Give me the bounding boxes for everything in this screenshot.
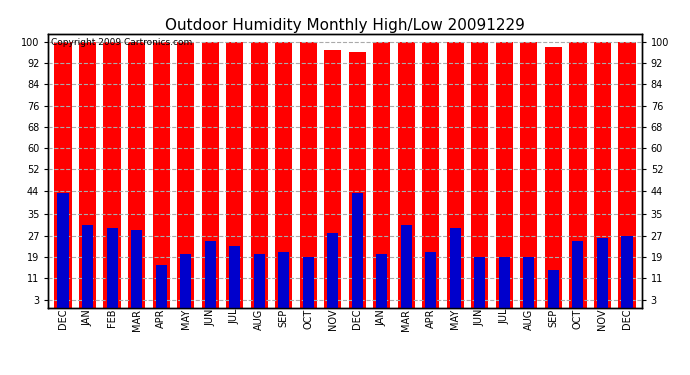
Bar: [422, 42, 440, 308]
Bar: [425, 252, 436, 308]
Bar: [229, 246, 240, 308]
Bar: [622, 236, 633, 308]
Bar: [573, 241, 584, 308]
Bar: [618, 42, 635, 308]
Bar: [201, 42, 219, 308]
Bar: [106, 228, 117, 308]
Bar: [373, 42, 391, 308]
Bar: [446, 42, 464, 308]
Bar: [131, 230, 142, 308]
Bar: [82, 225, 93, 308]
Bar: [278, 252, 289, 308]
Bar: [545, 47, 562, 308]
Bar: [471, 42, 489, 308]
Bar: [104, 42, 121, 308]
Bar: [352, 193, 363, 308]
Bar: [177, 42, 194, 308]
Bar: [226, 42, 244, 308]
Bar: [57, 193, 68, 308]
Bar: [520, 42, 538, 308]
Bar: [499, 257, 510, 307]
Bar: [569, 42, 586, 308]
Bar: [597, 238, 608, 308]
Bar: [128, 42, 145, 308]
Bar: [450, 228, 461, 308]
Bar: [496, 42, 513, 308]
Bar: [397, 42, 415, 308]
Bar: [594, 42, 611, 308]
Bar: [327, 233, 338, 308]
Bar: [401, 225, 412, 308]
Title: Outdoor Humidity Monthly High/Low 20091229: Outdoor Humidity Monthly High/Low 200912…: [165, 18, 525, 33]
Bar: [524, 257, 535, 307]
Bar: [79, 42, 96, 308]
Bar: [205, 241, 216, 308]
Bar: [376, 254, 387, 308]
Bar: [303, 257, 314, 307]
Bar: [55, 42, 72, 308]
Bar: [299, 42, 317, 308]
Bar: [474, 257, 485, 307]
Bar: [548, 270, 559, 308]
Bar: [180, 254, 191, 308]
Bar: [152, 42, 170, 308]
Bar: [254, 254, 265, 308]
Text: Copyright 2009 Cartronics.com: Copyright 2009 Cartronics.com: [51, 38, 193, 47]
Bar: [275, 42, 293, 308]
Bar: [324, 50, 342, 308]
Bar: [250, 42, 268, 308]
Bar: [348, 53, 366, 308]
Bar: [155, 265, 166, 308]
